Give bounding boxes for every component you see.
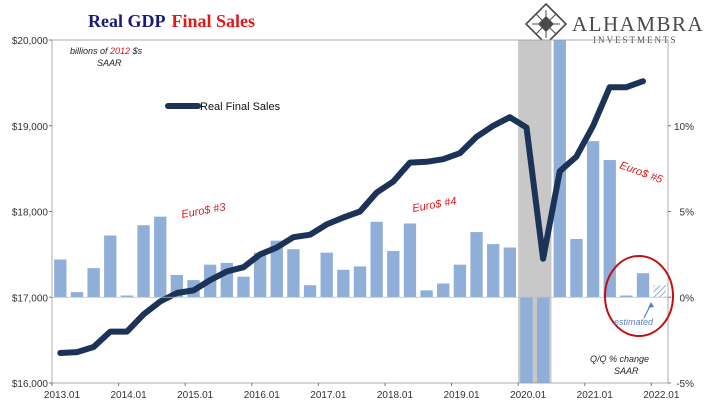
diamond-lattice-logo-icon: [524, 2, 568, 46]
x-tick-label: 2020.01: [510, 390, 547, 401]
left-tick-label: $17,000: [12, 293, 49, 304]
units-line1-pre: billions of: [70, 46, 110, 56]
qq-annotation-line1: Q/Q % change: [590, 354, 649, 364]
x-tick-label: 2015.01: [177, 390, 214, 401]
left-tick-label: $19,000: [12, 122, 49, 133]
left-tick-label: $18,000: [12, 208, 49, 219]
bar: [453, 264, 467, 298]
euro4-label: Euro$ #4: [411, 195, 457, 215]
bar: [370, 221, 383, 298]
bar: [87, 268, 100, 298]
bar: [270, 240, 283, 298]
bar: [154, 216, 167, 298]
x-tick-label: 2021.01: [577, 390, 614, 401]
bar: [253, 252, 267, 298]
bar: [70, 292, 84, 298]
x-tick-label: 2013.01: [44, 390, 81, 401]
estimate-arrowhead: [648, 302, 654, 308]
euro5-label: Euro$ #5: [618, 160, 665, 187]
estimated-label: estimated: [614, 317, 654, 327]
units-annotation-line2: SAAR: [97, 58, 122, 68]
line-series: [57, 78, 646, 356]
right-tick-label: 0%: [680, 293, 695, 304]
x-tick-label: 2019.01: [443, 390, 480, 401]
x-tick-label: 2018.01: [377, 390, 414, 401]
units-line1-post: $s: [130, 46, 143, 56]
bar: [320, 252, 333, 298]
bar: [104, 235, 117, 298]
x-tick-label: 2016.01: [244, 390, 281, 401]
bar: [520, 297, 533, 383]
logo-name: ALHAMBRA: [572, 12, 704, 36]
legend: Real Final Sales: [165, 101, 281, 113]
units-annotation: billions of 2012 $s: [70, 46, 143, 56]
euro3-label: Euro$ #3: [180, 201, 227, 221]
bar: [603, 160, 616, 298]
estimate-highlight-circle: [604, 255, 674, 337]
bar: [287, 249, 300, 298]
title-part-2: Final Sales: [171, 11, 255, 31]
x-tick-label: 2022.01: [643, 390, 680, 401]
left-tick-label: $20,000: [12, 36, 49, 47]
bar: [387, 250, 400, 298]
legend-label: Real Final Sales: [200, 101, 281, 113]
bar: [137, 225, 150, 298]
bar: [54, 259, 67, 298]
bar-estimated: [653, 285, 666, 298]
bar: [503, 247, 516, 298]
bar: [303, 285, 317, 298]
bar: [570, 238, 583, 298]
bar: [237, 276, 250, 298]
right-tick-label: -5%: [676, 379, 694, 390]
title-part-1: Real GDP: [88, 11, 165, 31]
bar: [437, 283, 450, 298]
bar: [337, 269, 350, 298]
qq-annotation-line2: SAAR: [614, 366, 639, 376]
bar: [586, 141, 600, 298]
right-tick-label: 5%: [680, 208, 695, 219]
bar: [487, 244, 500, 298]
bar: [420, 290, 433, 298]
units-line1-year: 2012: [109, 46, 130, 56]
x-tick-label: 2014.01: [111, 390, 148, 401]
bar: [353, 266, 367, 298]
right-tick-label: 10%: [674, 122, 694, 133]
bar: [620, 295, 633, 298]
chart-title: Real GDP Final Sales: [88, 11, 255, 31]
bar: [536, 297, 550, 383]
bar: [403, 223, 417, 298]
axis-ticks: $16,000 $17,000 $18,000 $19,000 $20,000 -5% 0%…: [12, 36, 694, 401]
bar: [120, 295, 134, 298]
x-tick-label: 2017.01: [310, 390, 347, 401]
left-tick-label: $16,000: [12, 379, 49, 390]
bar: [636, 273, 650, 298]
real-final-sales-line: [57, 78, 646, 356]
bar: [470, 232, 483, 298]
